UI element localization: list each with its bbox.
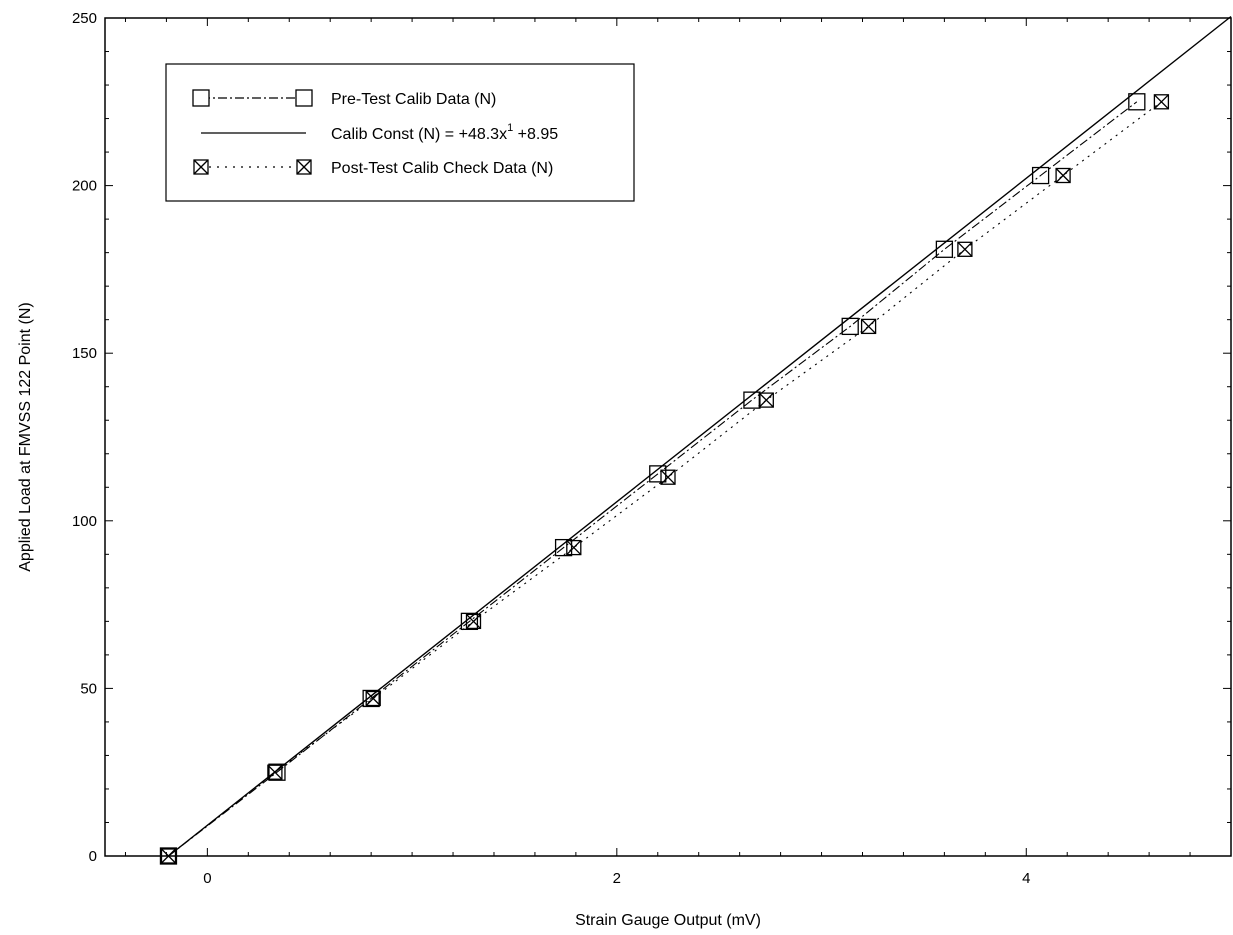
y-tick-label: 200 — [72, 178, 97, 195]
post-test-point-cross — [1153, 94, 1169, 110]
post-test-point-box — [1153, 94, 1170, 110]
post-test-point-cross — [861, 318, 877, 334]
pre-test-point — [460, 612, 479, 631]
post-test-point — [465, 613, 482, 630]
post-test-point — [267, 764, 283, 780]
post-test-point — [160, 848, 177, 864]
post-test-point — [365, 690, 381, 707]
legend-label-pre-test: Pre-Test Calib Data (N) — [331, 91, 496, 108]
pre-test-point — [362, 689, 380, 708]
post-test-point-cross — [566, 540, 582, 556]
legend-crossed-square-marker — [193, 159, 209, 175]
pre-test-point — [649, 465, 667, 483]
post-test-point-box — [365, 690, 381, 707]
post-test-point-box — [465, 613, 482, 630]
post-test-point-box — [660, 469, 676, 485]
legend-label-calib-const-intercept: +8.95 — [513, 126, 558, 143]
series-line-2 — [168, 101, 1162, 857]
series-line-0 — [168, 101, 1138, 857]
y-tick-label: 150 — [72, 345, 97, 362]
legend-entry-post-test: Post-Test Calib Check Data (N) — [193, 159, 553, 177]
plot-frame — [104, 17, 1232, 857]
post-test-point — [566, 539, 582, 556]
pre-test-point — [159, 847, 178, 865]
post-test-point-box — [267, 764, 283, 780]
post-test-point-cross — [758, 392, 774, 408]
post-test-point — [860, 318, 877, 335]
post-test-point-cross — [957, 241, 973, 257]
legend-label-calib-const: Calib Const (N) = +48.3x1 +8.95 — [331, 122, 558, 143]
x-axis-label: Strain Gauge Output (mV) — [575, 912, 761, 929]
post-test-point-box — [160, 848, 177, 864]
y-tick-label: 100 — [72, 513, 97, 530]
pre-test-point — [268, 763, 286, 781]
post-test-point-box — [957, 241, 973, 257]
legend-label-post-test: Post-Test Calib Check Data (N) — [331, 160, 553, 177]
post-test-point-cross — [161, 848, 176, 864]
x-tick-label: 2 — [613, 870, 621, 887]
y-tick-label: 50 — [80, 680, 97, 697]
axis-tick-labels: 0 50 100 150 200 250 0 2 4 — [72, 10, 1030, 887]
legend-label-calib-const-exponent: 1 — [507, 122, 513, 134]
axis-ticks — [105, 17, 1232, 857]
post-test-point-cross — [1055, 168, 1071, 183]
post-test-point-box — [566, 539, 582, 556]
post-test-point-box — [860, 318, 877, 335]
legend-open-square-marker — [192, 89, 210, 107]
post-test-point — [758, 392, 774, 408]
post-test-point — [957, 241, 973, 257]
post-test-point — [660, 469, 676, 485]
post-test-point — [1055, 167, 1071, 184]
post-test-point-cross — [267, 764, 283, 780]
legend-entry-pre-test: Pre-Test Calib Data (N) — [192, 89, 496, 108]
series-line-1 — [168, 15, 1232, 857]
legend-crossed-square-marker — [296, 159, 312, 175]
post-test-point-box — [758, 392, 774, 408]
post-test-point — [1153, 94, 1170, 110]
y-axis-label: Applied Load at FMVSS 122 Point (N) — [17, 302, 34, 571]
pre-test-point — [841, 317, 859, 336]
y-tick-label: 250 — [72, 10, 97, 27]
y-tick-label: 0 — [89, 848, 97, 865]
pre-test-point — [1128, 93, 1146, 111]
series-layer — [159, 15, 1232, 865]
x-tick-label: 4 — [1022, 870, 1030, 887]
post-test-point-box — [1055, 167, 1071, 184]
legend-entry-calib-const: Calib Const (N) = +48.3x1 +8.95 — [201, 122, 558, 143]
post-test-point-cross — [466, 613, 481, 629]
legend-open-square-marker — [295, 89, 313, 107]
x-tick-label: 0 — [203, 870, 211, 887]
post-test-point-cross — [660, 469, 676, 485]
pre-test-point — [554, 538, 573, 557]
legend: Pre-Test Calib Data (N) Calib Const (N) … — [165, 63, 635, 202]
legend-label-calib-const-main: Calib Const (N) = +48.3x — [331, 126, 507, 143]
post-test-point-cross — [365, 691, 381, 706]
